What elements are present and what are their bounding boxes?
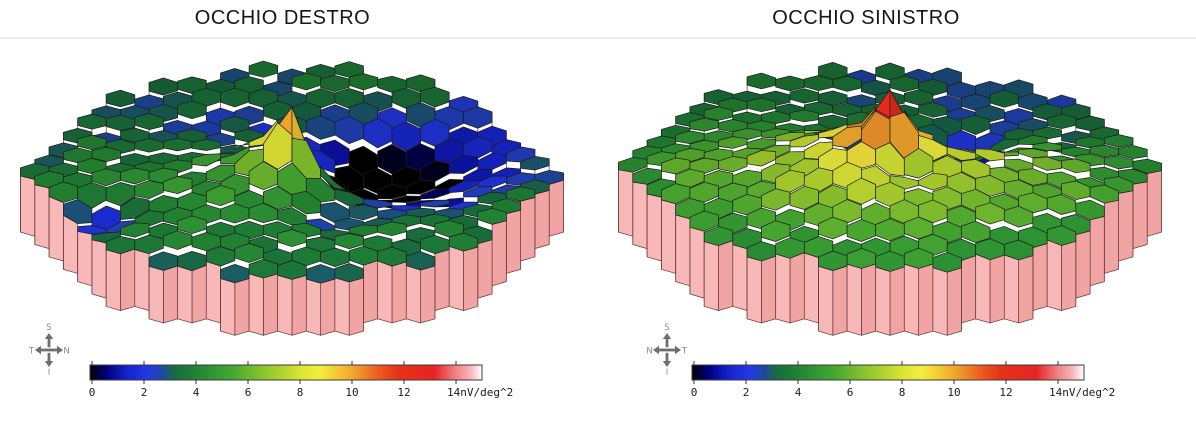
compass-letter-right: N	[63, 347, 69, 357]
colorbar-tick-label: 12	[397, 386, 410, 399]
title-divider	[0, 37, 1196, 39]
colorbar-tick-label: 12	[999, 386, 1012, 399]
colorbar-tick-label: 2	[743, 386, 750, 399]
colorbar-tick-label: 8	[899, 386, 906, 399]
colorbar-tick-label: 4	[795, 386, 802, 399]
surface-tiles	[618, 61, 1162, 273]
colorbar-tick-label: 0	[691, 386, 698, 399]
colorbar-tick-label: 8	[297, 386, 304, 399]
colorbar-tick-label: 14nV/deg^2	[447, 386, 513, 399]
compass-cross-icon	[653, 333, 681, 367]
compass-letter-left: N	[646, 347, 652, 357]
colorbar-tick-label: 10	[345, 386, 358, 399]
compass-letter-inferior: I	[666, 368, 669, 378]
compass-letter-right: T	[681, 347, 688, 357]
colorbar-gradient	[691, 364, 1085, 381]
colorbar-gradient	[89, 364, 483, 381]
panel-title-right-eye: OCCHIO DESTRO	[194, 7, 371, 29]
os-colorbar: 0 2 4 6 8 10 12 14nV/deg^2	[691, 361, 1115, 399]
od-orientation-compass-icon: S T N I	[28, 323, 70, 378]
colorbar-tick-label: 6	[245, 386, 252, 399]
colorbar-tick-label: 0	[89, 386, 96, 399]
colorbar-tick-label: 4	[193, 386, 200, 399]
os-orientation-compass-icon: S N T I	[646, 323, 688, 378]
colorbar-tick-label: 10	[947, 386, 960, 399]
od-3d-hex-surface-plot	[20, 60, 564, 336]
skirt-walls	[618, 66, 1162, 336]
od-colorbar: 0 2 4 6 8 10 12 14nV/deg^2	[89, 361, 513, 399]
colorbar-tick-label: 14nV/deg^2	[1049, 386, 1115, 399]
skirt-walls	[20, 65, 564, 336]
compass-letter-left: T	[28, 347, 35, 357]
colorbar-tick-label: 2	[141, 386, 148, 399]
compass-letter-inferior: I	[48, 368, 51, 378]
compass-cross-icon	[35, 333, 63, 367]
panel-title-left-eye: OCCHIO SINISTRO	[772, 7, 960, 29]
compass-letter-superior: S	[46, 323, 51, 333]
surface-tiles	[20, 60, 564, 284]
colorbar-tick-label: 6	[847, 386, 854, 399]
os-3d-hex-surface-plot	[618, 61, 1162, 336]
compass-letter-superior: S	[664, 323, 669, 333]
